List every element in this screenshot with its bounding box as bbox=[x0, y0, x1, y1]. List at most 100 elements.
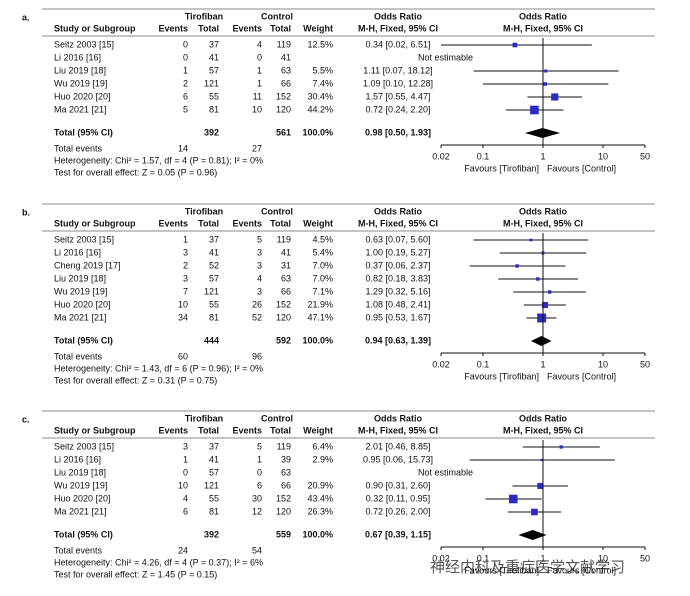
cell: 4.5% bbox=[312, 234, 333, 244]
cell: 57 bbox=[209, 65, 219, 75]
cell: 4 bbox=[257, 273, 262, 283]
cell: 44.2% bbox=[307, 104, 333, 114]
column-header: Total bbox=[198, 23, 219, 33]
study-label: Wu 2019 [19] bbox=[54, 286, 107, 296]
x-tick-label: 50 bbox=[640, 151, 650, 161]
column-header: Events bbox=[232, 425, 262, 435]
column-header: M-H, Fixed, 95% CI bbox=[503, 23, 583, 33]
x-tick-label: 1 bbox=[540, 553, 545, 563]
group-header: Control bbox=[261, 413, 293, 423]
study-label: Ma 2021 [21] bbox=[54, 506, 107, 516]
column-header: Events bbox=[158, 425, 188, 435]
group-header: Tirofiban bbox=[185, 413, 223, 423]
study-label: Cheng 2019 [17] bbox=[54, 260, 121, 270]
box bbox=[540, 458, 543, 462]
box bbox=[541, 301, 549, 309]
box bbox=[551, 93, 559, 101]
cell: 119 bbox=[277, 234, 291, 244]
cell: 81 bbox=[209, 104, 219, 114]
cell: 7.1% bbox=[312, 286, 333, 296]
favours-label: Favours [Tirofiban] bbox=[464, 565, 539, 575]
cell: 561 bbox=[276, 127, 291, 137]
cell: 34 bbox=[178, 312, 188, 322]
study-label: Huo 2020 [20] bbox=[54, 493, 111, 503]
cell: 26.3% bbox=[307, 506, 333, 516]
study-label: Seitz 2003 [15] bbox=[54, 234, 114, 244]
x-tick-label: 0.02 bbox=[432, 359, 450, 369]
cell: 0.37 [0.06, 2.37] bbox=[365, 260, 430, 270]
study-label: Li 2016 [16] bbox=[54, 52, 101, 62]
cell: 0.34 [0.02, 6.51] bbox=[365, 39, 430, 49]
watermark: 神经内科及重症医学文献学习 bbox=[430, 559, 625, 576]
x-tick-label: 50 bbox=[640, 553, 650, 563]
study-label: Ma 2021 [21] bbox=[54, 104, 107, 114]
column-header: Weight bbox=[303, 23, 333, 33]
cell: 120 bbox=[276, 312, 291, 322]
favours-label: Favours [Tirofiban] bbox=[464, 163, 539, 173]
x-tick-label: 0.1 bbox=[477, 553, 490, 563]
group-header: Control bbox=[261, 206, 293, 216]
diamond bbox=[530, 336, 552, 346]
cell: 6 bbox=[183, 506, 188, 516]
cell: 3 bbox=[257, 260, 262, 270]
cell: 3 bbox=[257, 247, 262, 257]
cell: 100.0% bbox=[302, 335, 333, 345]
x-tick-label: 0.02 bbox=[432, 553, 450, 563]
box bbox=[512, 42, 518, 48]
cell: 10 bbox=[178, 480, 188, 490]
cell: 5 bbox=[257, 441, 262, 451]
diamond bbox=[518, 530, 547, 540]
cell: 121 bbox=[204, 78, 219, 88]
study-label: Li 2016 [16] bbox=[54, 454, 101, 464]
cell: 96 bbox=[252, 351, 262, 361]
cell: 4 bbox=[257, 39, 262, 49]
cell: 1.00 [0.19, 5.27] bbox=[365, 247, 430, 257]
study-label: Liu 2019 [18] bbox=[54, 273, 106, 283]
x-tick-label: 50 bbox=[640, 359, 650, 369]
cell: 26 bbox=[252, 299, 262, 309]
cell: 1 bbox=[183, 234, 188, 244]
cell: 5.5% bbox=[312, 65, 333, 75]
column-header: Events bbox=[158, 23, 188, 33]
study-label: Li 2016 [16] bbox=[54, 247, 101, 257]
forest-panel: c. Tirofiban Control Odds Ratio Odds Ratio St… bbox=[22, 410, 655, 579]
cell: 41 bbox=[209, 247, 219, 257]
cell: 0.72 [0.26, 2.00] bbox=[365, 506, 430, 516]
cell: 2 bbox=[183, 260, 188, 270]
column-header: Total bbox=[270, 218, 291, 228]
heterogeneity: Heterogeneity: Chi² = 1.43, df = 6 (P = … bbox=[54, 363, 263, 373]
x-tick-label: 1 bbox=[540, 151, 545, 161]
cell: Not estimable bbox=[418, 52, 473, 62]
cell: 10 bbox=[252, 104, 262, 114]
x-tick-label: 10 bbox=[598, 553, 608, 563]
study-label: Liu 2019 [18] bbox=[54, 467, 106, 477]
panel-label: b. bbox=[22, 207, 30, 217]
cell: 37 bbox=[209, 39, 219, 49]
cell: 81 bbox=[209, 506, 219, 516]
cell: 0.95 [0.06, 15.73] bbox=[363, 454, 433, 464]
cell: 1.09 [0.10, 12.28] bbox=[363, 78, 433, 88]
column-header: Total bbox=[270, 425, 291, 435]
cell: 7.4% bbox=[312, 78, 333, 88]
cell: 152 bbox=[276, 91, 291, 101]
cell: 0.63 [0.07, 5.60] bbox=[365, 234, 430, 244]
study-label: Huo 2020 [20] bbox=[54, 91, 111, 101]
total-label: Total (95% CI) bbox=[54, 335, 113, 345]
column-header: Weight bbox=[303, 218, 333, 228]
cell: 37 bbox=[209, 441, 219, 451]
cell: 0.90 [0.31, 2.60] bbox=[365, 480, 430, 490]
cell: 152 bbox=[276, 493, 291, 503]
x-tick-label: 0.1 bbox=[477, 359, 490, 369]
cell: 0.95 [0.53, 1.67] bbox=[365, 312, 430, 322]
study-label: Wu 2019 [19] bbox=[54, 78, 107, 88]
cell: 559 bbox=[276, 529, 291, 539]
cell: 100.0% bbox=[302, 529, 333, 539]
cell: 31 bbox=[281, 260, 291, 270]
row-label: Total events bbox=[54, 545, 103, 555]
favours-label: Favours [Tirofiban] bbox=[464, 371, 539, 381]
cell: 0.94 [0.63, 1.39] bbox=[365, 335, 431, 345]
cell: 66 bbox=[281, 78, 291, 88]
cell: 392 bbox=[204, 529, 219, 539]
row-label: Total events bbox=[54, 143, 103, 153]
